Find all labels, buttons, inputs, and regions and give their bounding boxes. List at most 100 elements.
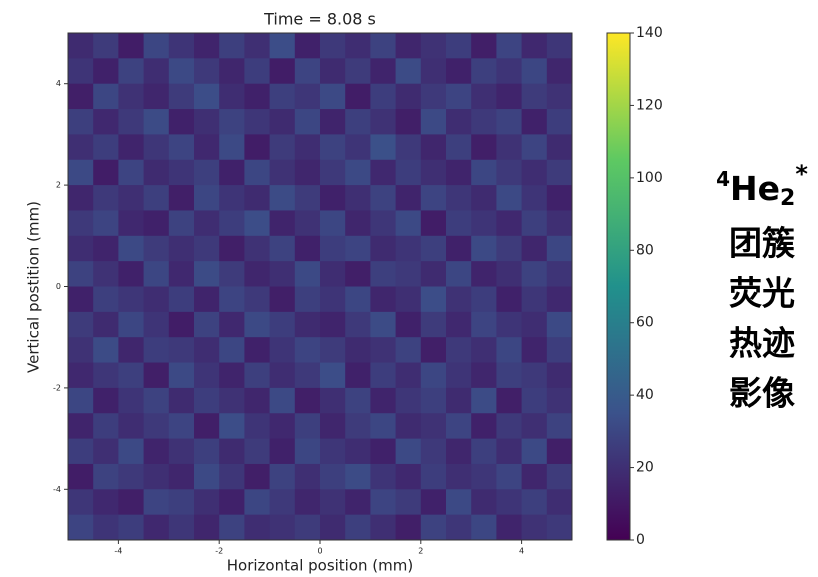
heat-cell [521, 337, 548, 364]
heat-cell [219, 337, 245, 364]
heat-cell [420, 337, 447, 364]
heat-cell [294, 261, 321, 287]
heat-cell [194, 489, 220, 516]
colorbar [606, 32, 631, 541]
heat-cell [93, 210, 119, 237]
heat-cell [194, 83, 220, 110]
heat-cell [168, 83, 195, 110]
heat-cell [194, 463, 220, 490]
heat-cell [395, 33, 422, 59]
heat-cell [546, 134, 573, 161]
y-tick-label: 4 [56, 79, 61, 88]
heat-cell [370, 337, 397, 364]
heat-cell [395, 387, 422, 414]
heat-cell [395, 210, 422, 237]
heat-cell [446, 311, 472, 338]
heat-cell [294, 185, 321, 211]
heat-cell [420, 159, 447, 186]
heat-cell [194, 235, 220, 262]
heat-cell [471, 185, 497, 211]
heat-cell [143, 463, 170, 490]
heat-cell [345, 109, 371, 135]
heat-cell [244, 58, 271, 85]
heat-cell [294, 58, 321, 85]
heat-cell [269, 337, 296, 364]
heat-cell [420, 286, 447, 313]
heat-cell [496, 514, 523, 541]
heat-cell [471, 33, 497, 59]
heat-cell [546, 235, 573, 262]
heat-cell [395, 286, 422, 313]
heat-cell [168, 58, 195, 85]
heat-cell [269, 159, 296, 186]
heat-cell [143, 413, 170, 440]
heat-cell [194, 337, 220, 364]
heat-cell [420, 463, 447, 490]
heat-cell [345, 286, 371, 313]
heat-cell [118, 337, 145, 364]
heat-cell [143, 387, 170, 414]
heat-cell [244, 33, 271, 59]
heat-cell [446, 159, 472, 186]
x-tick-label: -4 [114, 547, 122, 556]
heat-cell [143, 159, 170, 186]
annotation-element: He [730, 169, 780, 208]
heat-cell [93, 33, 119, 59]
heat-cell [546, 58, 573, 85]
heat-cell [244, 311, 271, 338]
heat-cell [446, 33, 472, 59]
heat-cell [118, 185, 145, 211]
heat-cell [521, 438, 548, 465]
heat-cell [219, 261, 245, 287]
heat-cell [546, 83, 573, 110]
annotation-line: 热迹 [729, 324, 795, 363]
heat-cell [546, 463, 573, 490]
heat-cell [395, 261, 422, 287]
heat-cell [294, 514, 321, 541]
heat-cell [269, 235, 296, 262]
heat-cell [194, 58, 220, 85]
heat-cell [118, 286, 145, 313]
heat-cell [269, 33, 296, 59]
heat-cell [168, 235, 195, 262]
heat-cell [93, 463, 119, 490]
heat-cell [496, 261, 523, 287]
heat-cell [68, 210, 94, 237]
heat-cell [269, 362, 296, 389]
heat-cell [496, 489, 523, 516]
heat-cell [446, 210, 472, 237]
heat-cell [93, 337, 119, 364]
heat-cell [496, 413, 523, 440]
heat-cell [219, 185, 245, 211]
heat-cell [320, 413, 346, 440]
heat-cell [118, 159, 145, 186]
heat-cell [546, 109, 573, 135]
heat-cell [194, 185, 220, 211]
heat-cell [395, 159, 422, 186]
heat-cell [471, 210, 497, 237]
heat-cell [496, 286, 523, 313]
heat-cell [269, 311, 296, 338]
heat-cell [219, 311, 245, 338]
heat-cell [395, 235, 422, 262]
heat-cell [294, 83, 321, 110]
heat-cell [143, 83, 170, 110]
heat-cell [471, 337, 497, 364]
heat-cell [420, 387, 447, 414]
heat-cell [420, 261, 447, 287]
heat-cell [68, 83, 94, 110]
heat-cell [168, 210, 195, 237]
heat-cell [471, 387, 497, 414]
heat-cell [345, 159, 371, 186]
heat-cell [496, 438, 523, 465]
heat-cell [294, 159, 321, 186]
heat-cell [269, 185, 296, 211]
heat-cell [471, 489, 497, 516]
heat-cell [345, 514, 371, 541]
heat-cell [68, 159, 94, 186]
heat-cell [521, 286, 548, 313]
heat-cell [244, 413, 271, 440]
heat-cell [68, 489, 94, 516]
heat-cell [168, 514, 195, 541]
